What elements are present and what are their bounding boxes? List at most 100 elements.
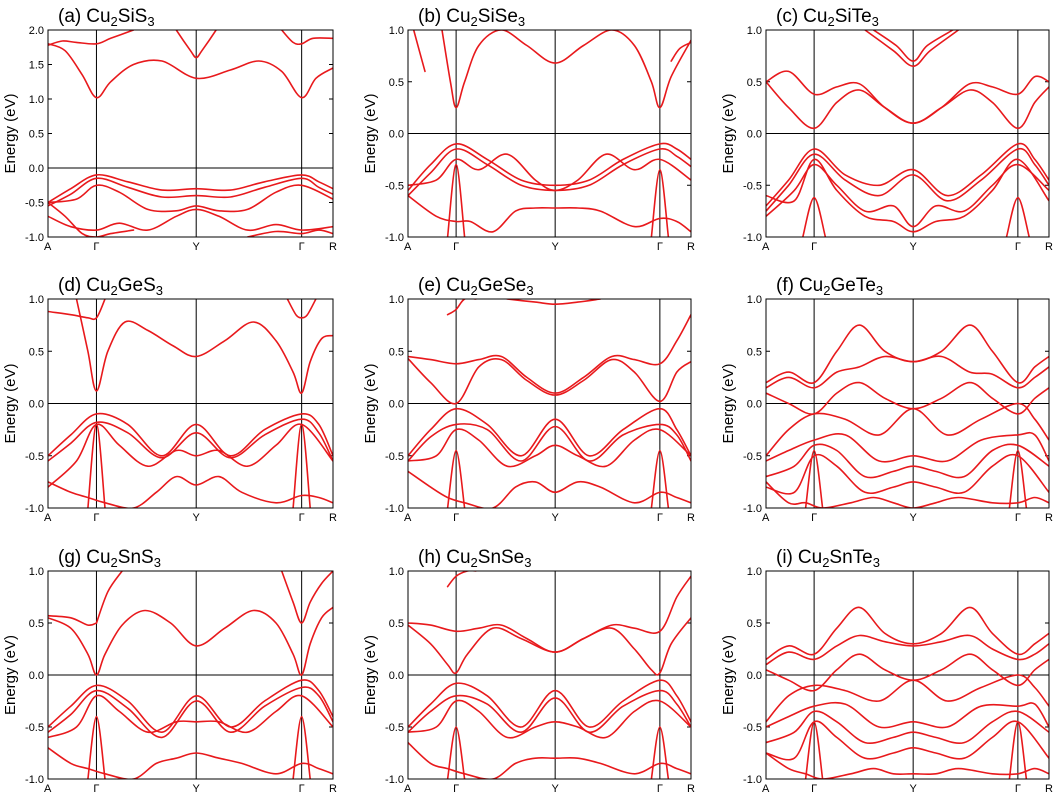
valence-band-v3 [408,699,691,739]
formula-subscript: 3 [876,283,883,298]
formula-subscript: 2 [111,14,118,29]
conduction-band-c2 [48,30,135,46]
y-tick-label: -0.5 [25,198,44,210]
k-point-label: Γ [453,241,459,253]
formula-element: Cu [86,275,110,296]
k-point-label: Γ [1015,512,1021,524]
valence-band-v2 [766,431,1049,463]
panel-label: (g) [58,547,81,568]
panel-title: (h) Cu2SnSe3 [418,547,531,570]
panel-label: (i) [776,547,793,568]
k-point-label: Y [193,512,201,524]
y-tick-label: 0.5 [747,77,762,89]
valence-band-v6 [246,229,333,237]
valence-band-v6 [650,168,670,237]
y-axis-label: Energy (eV) [720,635,737,715]
formula-subscript: 2 [823,283,830,298]
panel-label: (b) [418,6,441,27]
plot-frame [407,29,692,238]
valence-band-v3 [408,153,691,192]
plot-frame [47,570,334,780]
y-tick-label: 0.0 [747,129,762,141]
valence-band-v2 [766,147,1049,212]
y-tick-label: -0.5 [743,180,762,192]
formula-subscript: 3 [873,555,880,570]
panel-d: (d) Cu2GeS3 Energy (eV) -1.0 -0.5 0.0 0.5 1.0 A Γ… [2,275,337,524]
y-tick-label: 0.5 [29,346,44,358]
formula-subscript: 3 [154,555,161,570]
formula-element: SiTe [835,6,872,27]
k-point-label: Y [193,241,201,253]
conduction-band-c1 [48,43,333,99]
formula-subscript: 2 [471,555,478,570]
panel-title: (c) Cu2SiTe3 [776,6,879,29]
k-point-label: A [404,512,412,524]
k-point-label: R [329,783,337,795]
y-tick-label: 0.5 [29,618,44,630]
conduction-band-c1 [766,324,1049,384]
conduction-band-c1 [766,70,1049,124]
valence-band-v3 [766,710,1049,744]
k-point-label: R [329,512,337,524]
conduction-band-c2 [766,634,1049,666]
valence-band-v6 [804,449,824,508]
panel-i: (i) Cu2SnTe3 Energy (eV) -1.0 -0.5 0.0 0.5 1.0 A… [720,547,1053,795]
y-tick-label: 0.0 [29,163,44,175]
panel-title: (g) Cu2SnS3 [58,547,161,570]
valence-band-v1 [408,407,691,457]
valence-band-v1 [766,674,1049,723]
valence-band-v2 [48,418,333,462]
formula-subscript: 2 [111,283,118,298]
k-point-label: R [1045,241,1053,253]
valence-band-v6 [804,721,824,779]
k-point-label: R [329,241,337,253]
y-tick-label: -0.5 [385,722,404,734]
formula-element: SiS [118,6,148,27]
y-tick-label: -0.5 [385,451,404,463]
bands [48,571,333,779]
valence-band-v2 [408,689,691,733]
k-point-label: Γ [657,241,663,253]
k-point-label: R [687,512,695,524]
formula-element: Cu [798,547,822,568]
panel-e: (e) Cu2GeSe3 Energy (eV) -1.0 -0.5 0.0 0.5 1.0 A… [362,275,695,524]
y-tick-label: 1.0 [747,566,762,578]
conduction-band-c4 [446,299,477,316]
y-axis-label: Energy (eV) [2,635,19,715]
valence-band-v2 [48,686,333,739]
panel-title: (d) Cu2GeS3 [58,275,163,298]
y-tick-label: -1.0 [385,774,404,786]
valence-band-v7 [1008,449,1028,508]
k-point-label: A [44,241,52,253]
y-tick-label: 1.0 [29,94,44,106]
plot-frame [407,570,692,780]
conduction-band-c2 [408,357,691,405]
conduction-band-c2 [766,81,1049,130]
k-point-label: R [1045,783,1053,795]
valence-band-v2 [766,701,1049,729]
plot-frame [407,298,692,509]
y-axis-label: Energy (eV) [720,363,737,443]
valence-band-v3 [48,423,333,488]
valence-band-v6 [292,715,311,779]
k-point-label: Γ [811,512,817,524]
plot-frame [765,570,1050,780]
y-tick-label: 0.5 [29,129,44,141]
conduction-band-c1 [75,299,333,394]
k-point-label: Γ [453,783,459,795]
panel-title: (b) Cu2SiSe3 [418,6,525,29]
formula-subscript: 2 [471,283,478,298]
k-point-label: Y [909,512,917,524]
k-point-label: A [762,512,770,524]
k-point-label: Y [909,783,917,795]
y-tick-label: 0.5 [389,77,404,89]
y-axis-label: Energy (eV) [362,93,379,173]
y-tick-label: 1.0 [29,566,44,578]
k-point-label: Γ [299,241,305,253]
k-point-label: Γ [811,241,817,253]
valence-band-v1 [48,679,333,734]
valence-band-v1 [408,142,691,192]
y-tick-label: 0.0 [29,399,44,411]
formula-element: SnSe [478,547,524,568]
valence-band-v6 [1005,196,1030,237]
